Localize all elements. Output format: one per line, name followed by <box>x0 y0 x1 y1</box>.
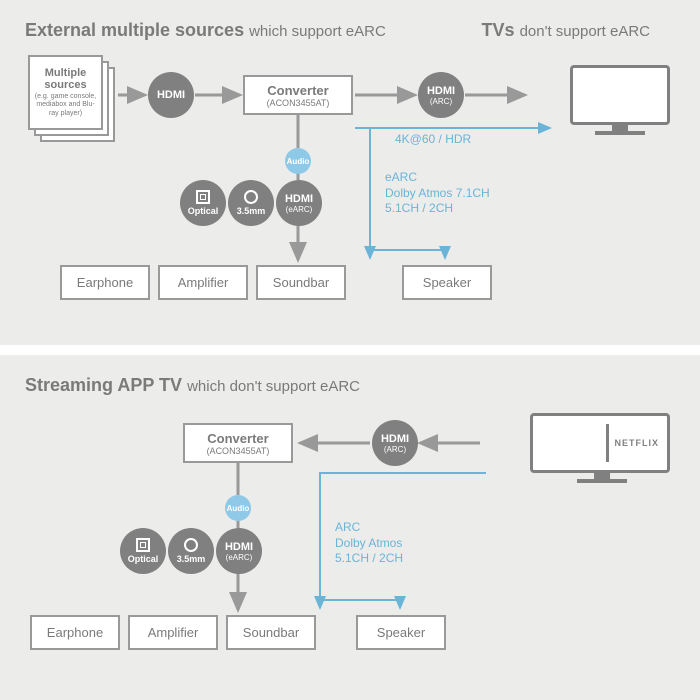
converter-box-b: Converter (ACON3455AT) <box>183 423 293 463</box>
tv-streaming: NETFLIX <box>530 413 670 473</box>
audio-node: Audio <box>285 148 311 174</box>
title-bottom-main: Streaming APP TV <box>25 375 182 395</box>
converter-box: Converter (ACON3455AT) <box>243 75 353 115</box>
hdmi-1: HDMI <box>148 72 194 118</box>
jack-icon <box>244 190 258 204</box>
tv-screen <box>570 65 670 125</box>
sink-soundbar-b: Soundbar <box>226 615 316 650</box>
title-bottom: Streaming APP TV which don't support eAR… <box>25 375 675 396</box>
label-earc: eARC Dolby Atmos 7.1CH 5.1CH / 2CH <box>385 170 490 217</box>
label-arc-b: ARC Dolby Atmos 5.1CH / 2CH <box>335 520 403 567</box>
hdmi-earc-b: HDMI (eARC) <box>216 528 262 574</box>
hdmi-2: HDMI (ARC) <box>418 72 464 118</box>
optical-node-b: Optical <box>120 528 166 574</box>
sink-speaker-b: Speaker <box>356 615 446 650</box>
src-title: Multiple sources <box>34 67 97 91</box>
optical-icon <box>196 190 210 204</box>
panel-streaming: Streaming APP TV which don't support eAR… <box>0 355 700 700</box>
sink-speaker: Speaker <box>402 265 492 300</box>
converter-model-b: (ACON3455AT) <box>207 446 270 456</box>
converter-title-b: Converter <box>207 431 268 446</box>
hdmi-earc-node: HDMI (eARC) <box>276 180 322 226</box>
netflix-label: NETFLIX <box>615 438 660 448</box>
tv-base-b <box>577 479 627 483</box>
converter-model: (ACON3455AT) <box>267 98 330 108</box>
sink-earphone: Earphone <box>60 265 150 300</box>
divider-icon <box>606 424 609 462</box>
title-sub: which support eARC <box>249 23 386 40</box>
sink-earphone-b: Earphone <box>30 615 120 650</box>
title-right-sub: don't support eARC <box>520 23 650 40</box>
audio-node-b: Audio <box>225 495 251 521</box>
hdmi-arc-b: HDMI (ARC) <box>372 420 418 466</box>
sink-amplifier: Amplifier <box>158 265 248 300</box>
optical-icon-b <box>136 538 150 552</box>
title-bottom-sub: which don't support eARC <box>187 378 360 395</box>
converter-title: Converter <box>267 83 328 98</box>
sink-soundbar: Soundbar <box>256 265 346 300</box>
tv-base <box>595 131 645 135</box>
src-front: Multiple sources (e.g. game console, med… <box>28 55 103 130</box>
sink-amplifier-b: Amplifier <box>128 615 218 650</box>
jack-node: 3.5mm <box>228 180 274 226</box>
title-right: TVs don't support eARC <box>482 20 650 41</box>
panel-external-sources: External multiple sources which support … <box>0 0 700 345</box>
jack-node-b: 3.5mm <box>168 528 214 574</box>
src-desc: (e.g. game console, mediabox and Blu-ray… <box>34 93 97 118</box>
label-4k: 4K@60 / HDR <box>395 132 471 148</box>
title-main: External multiple sources <box>25 20 244 40</box>
jack-icon-b <box>184 538 198 552</box>
optical-node: Optical <box>180 180 226 226</box>
title-right-main: TVs <box>482 20 515 40</box>
